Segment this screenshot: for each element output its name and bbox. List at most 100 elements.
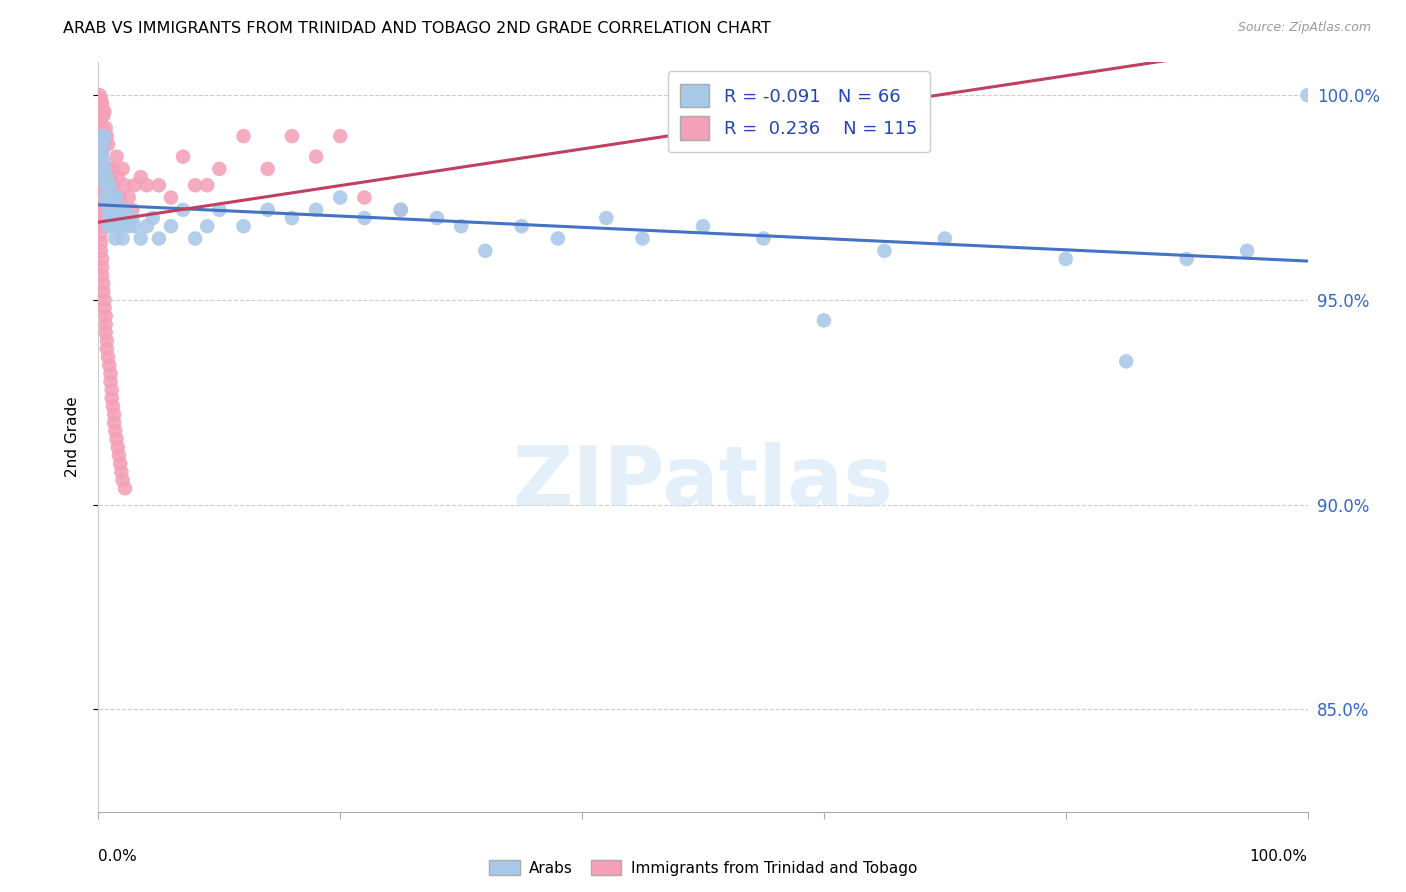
Point (89, 88, 111, 103)
Point (89, 92, 111, 106)
Point (90, 235, 112, 250)
Point (114, 178, 136, 193)
Point (105, 202, 128, 217)
Text: Source: ZipAtlas.com: Source: ZipAtlas.com (1237, 21, 1371, 35)
Point (142, 211, 165, 225)
Point (450, 219, 472, 234)
Point (89, 141, 111, 155)
Point (104, 231, 127, 245)
Point (98, 178, 121, 193)
Point (135, 219, 157, 234)
Point (89, 194, 111, 209)
Point (281, 129, 304, 144)
Point (1175, 252, 1198, 266)
Point (111, 473, 134, 487)
Point (93, 178, 115, 193)
Point (89, 182, 111, 196)
Point (118, 219, 141, 234)
Point (105, 190, 128, 204)
Point (89, 199, 111, 213)
Point (89, 100, 111, 114)
Point (104, 190, 127, 204)
Point (752, 231, 775, 245)
Point (96, 170, 118, 185)
Point (184, 231, 207, 245)
Point (107, 170, 129, 185)
Text: 0.0%: 0.0% (98, 849, 138, 864)
Point (111, 161, 134, 176)
Text: ZIPatlas: ZIPatlas (513, 442, 893, 523)
Point (93, 129, 115, 144)
Point (89, 150, 111, 164)
Text: 100.0%: 100.0% (1250, 849, 1308, 864)
Point (124, 219, 146, 234)
Point (111, 231, 134, 245)
Point (103, 211, 125, 225)
Point (96, 342, 118, 356)
Point (90, 109, 112, 123)
Point (101, 190, 124, 204)
Point (873, 244, 896, 258)
Point (129, 170, 152, 185)
Point (89, 211, 111, 225)
Point (94, 310, 117, 324)
Point (93, 301, 115, 315)
Point (1236, 244, 1258, 258)
Point (118, 190, 141, 204)
Point (93, 293, 115, 307)
Point (89, 109, 111, 123)
Point (89, 158, 111, 172)
Point (1296, 88, 1319, 103)
Point (91, 268, 114, 283)
Point (94, 170, 117, 185)
Point (813, 313, 835, 327)
Point (195, 219, 218, 234)
Point (89, 219, 111, 234)
Point (89, 215, 111, 229)
Legend: Arabs, Immigrants from Trinidad and Tobago: Arabs, Immigrants from Trinidad and Toba… (482, 854, 924, 881)
Point (208, 161, 231, 176)
Point (631, 231, 654, 245)
Point (91, 120, 114, 135)
Point (100, 367, 122, 381)
Point (114, 202, 136, 217)
Point (103, 416, 125, 430)
Point (426, 211, 449, 225)
Point (124, 178, 146, 193)
Point (232, 219, 254, 234)
Point (90, 129, 112, 144)
Point (89, 129, 111, 144)
Point (329, 190, 352, 204)
Point (353, 190, 375, 204)
Point (90, 170, 112, 185)
Point (94, 190, 117, 204)
Point (89, 125, 111, 139)
Point (172, 150, 194, 164)
Point (91, 260, 114, 275)
Point (96, 170, 118, 185)
Point (160, 190, 183, 204)
Text: ARAB VS IMMIGRANTS FROM TRINIDAD AND TOBAGO 2ND GRADE CORRELATION CHART: ARAB VS IMMIGRANTS FROM TRINIDAD AND TOB… (63, 21, 770, 37)
Point (90, 150, 112, 164)
Point (97, 202, 120, 217)
Point (107, 440, 129, 454)
Point (89, 174, 111, 188)
Point (104, 424, 127, 438)
Point (89, 145, 111, 160)
Point (89, 161, 111, 176)
Point (547, 231, 569, 245)
Point (91, 145, 114, 160)
Point (329, 129, 352, 144)
Point (129, 231, 152, 245)
Point (510, 219, 533, 234)
Point (89, 137, 111, 152)
Point (111, 219, 134, 234)
Point (96, 334, 118, 348)
Point (101, 211, 124, 225)
Point (232, 129, 254, 144)
Point (89, 170, 111, 185)
Point (89, 207, 111, 221)
Y-axis label: 2nd Grade: 2nd Grade (65, 397, 80, 477)
Point (91, 137, 114, 152)
Point (90, 244, 112, 258)
